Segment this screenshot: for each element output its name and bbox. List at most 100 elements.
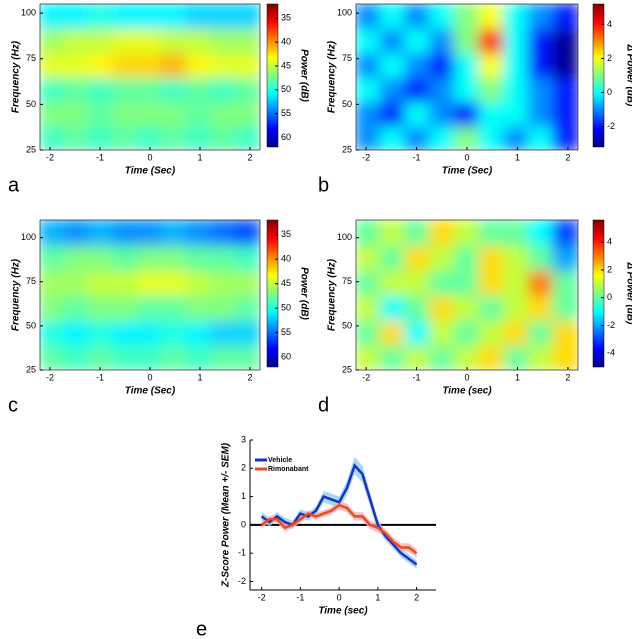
x-axis-label: Time (Sec) [125, 166, 176, 177]
x-tick-label: 0 [147, 152, 152, 162]
x-tick-label: 1 [515, 372, 520, 382]
x-axis-label: Time (Sec) [442, 166, 493, 177]
y-tick-label: 50 [26, 320, 36, 330]
heatmap-cell [112, 294, 139, 321]
colorbar-tick-label: 40 [281, 254, 291, 264]
heatmap-cell [87, 294, 115, 321]
heatmap-cell [210, 344, 237, 370]
heatmap-cell [63, 51, 90, 78]
heatmap-cell [234, 4, 260, 30]
panel-label: e [196, 618, 207, 639]
heatmap-cell [185, 344, 213, 370]
heatmap-cell [453, 269, 481, 296]
x-tick-label: -2 [46, 372, 54, 382]
x-axis-label: Time (Sec) [125, 386, 176, 397]
heatmap-cell [356, 269, 382, 296]
legend-label: Vehicle [268, 457, 292, 464]
heatmap-cell [356, 51, 382, 78]
heatmap-cell [453, 51, 481, 78]
heatmap-cell [478, 344, 505, 370]
heatmap [356, 4, 578, 150]
y-tick-label: 100 [337, 8, 352, 18]
y-tick-label: 100 [21, 8, 36, 18]
colorbar-tick-label: 35 [281, 13, 291, 23]
heatmap-cell [87, 100, 115, 127]
heatmap-cell [503, 269, 530, 296]
heatmap-cell [185, 76, 213, 103]
heatmap-cell [161, 294, 188, 321]
heatmap-cell [404, 344, 431, 370]
heatmap-cell [87, 319, 115, 346]
colorbar-tick-label: 50 [281, 84, 291, 94]
heatmap-cell [87, 51, 115, 78]
heatmap-cell [552, 244, 578, 271]
heatmap-cell [356, 244, 382, 271]
colorbar-tick-label: 4 [607, 237, 612, 247]
heatmap-cell [552, 27, 578, 54]
heatmap-cell [429, 76, 456, 103]
heatmap-cell [210, 124, 237, 150]
heatmap-cell [527, 100, 555, 127]
heatmap-cell [40, 344, 66, 370]
heatmap-cell [40, 4, 66, 30]
heatmap-cell [63, 220, 90, 246]
y-tick-label: 1 [241, 491, 246, 501]
heatmap-cell [210, 4, 237, 30]
heatmap-cell [527, 124, 555, 150]
heatmap-cell [356, 100, 382, 127]
heatmap-cell [136, 244, 164, 271]
series-line [260, 463, 418, 566]
heatmap-cell [356, 4, 382, 30]
x-tick-label: 2 [414, 592, 419, 602]
heatmap-cell [161, 344, 188, 370]
panel-label: a [8, 174, 20, 196]
x-tick-label: -2 [46, 152, 54, 162]
y-axis-label: Frequency (Hz) [327, 40, 338, 113]
heatmap-cell [356, 319, 382, 346]
heatmap-cell [453, 244, 481, 271]
heatmap-cell [161, 269, 188, 296]
heatmap-cell [234, 220, 260, 246]
heatmap-cell [478, 269, 505, 296]
heatmap-cell [379, 344, 407, 370]
y-tick-label: 100 [337, 232, 352, 242]
heatmap [40, 4, 260, 150]
heatmap-cell [40, 244, 66, 271]
heatmap-cell [379, 319, 407, 346]
heatmap-cell [453, 294, 481, 321]
heatmap-cell [87, 4, 115, 30]
heatmap-cell [185, 124, 213, 150]
heatmap-cell [185, 220, 213, 246]
heatmap-cell [87, 124, 115, 150]
heatmap-cell [185, 244, 213, 271]
heatmap-cell [429, 220, 456, 246]
heatmap-cell [503, 344, 530, 370]
heatmap-cell [356, 220, 382, 246]
y-axis-label: Z-Score Power (Mean +/- SEM) [221, 442, 232, 588]
heatmap-cell [234, 76, 260, 103]
heatmap-cell [63, 76, 90, 103]
heatmap-cell [453, 4, 481, 30]
heatmap-cell [527, 76, 555, 103]
heatmap-cell [136, 4, 164, 30]
heatmap-cell [234, 319, 260, 346]
heatmap-cell [379, 4, 407, 30]
heatmap-cell [379, 294, 407, 321]
colorbar-label: Power (dB) [298, 49, 309, 102]
heatmap-cell [453, 344, 481, 370]
heatmap-cell [379, 124, 407, 150]
x-axis-label: Time (sec) [442, 386, 492, 397]
heatmap-cell [161, 4, 188, 30]
heatmap-cell [136, 27, 164, 54]
heatmap-cell [185, 100, 213, 127]
x-axis-label: Time (sec) [318, 606, 368, 617]
heatmap-cell [552, 269, 578, 296]
heatmap-cell [478, 124, 505, 150]
x-tick-label: -1 [413, 372, 421, 382]
heatmap-cell [356, 294, 382, 321]
heatmap-cell [185, 294, 213, 321]
heatmap-cell [453, 76, 481, 103]
heatmap-cell [404, 124, 431, 150]
sem-band [261, 456, 417, 569]
